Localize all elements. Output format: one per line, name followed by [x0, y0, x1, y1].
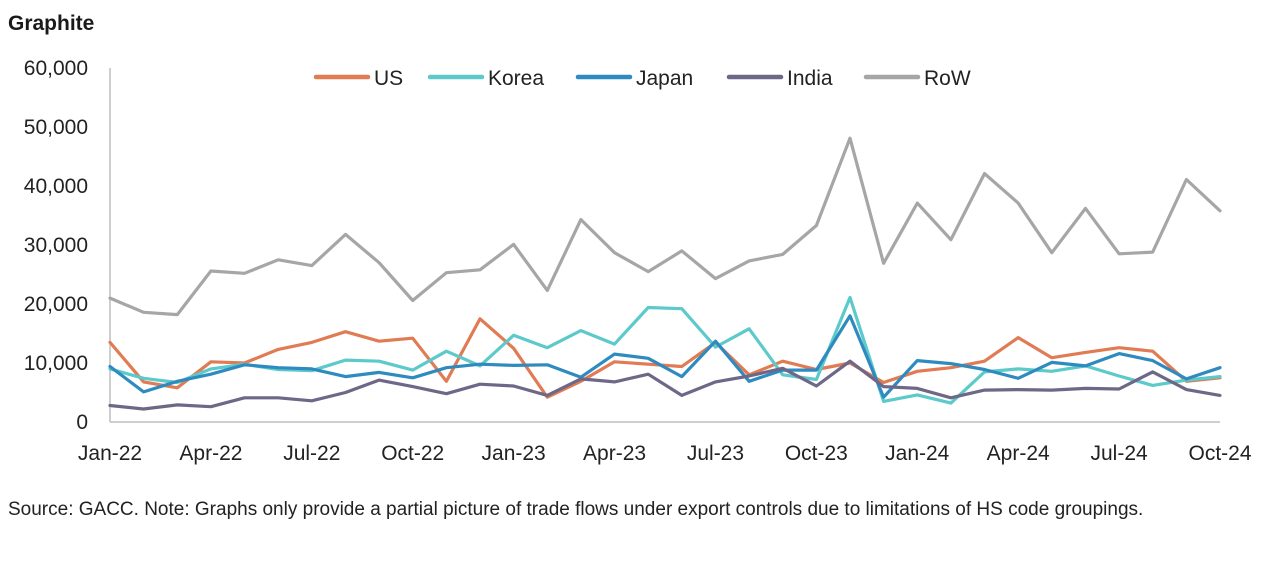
y-tick-label: 0	[76, 411, 88, 434]
source-note: Source: GACC. Note: Graphs only provide …	[8, 499, 1144, 520]
legend-label: India	[787, 67, 833, 90]
chart-title: Graphite	[8, 12, 95, 35]
x-tick-label: Jan-23	[482, 442, 546, 465]
x-tick-label: Apr-22	[179, 442, 242, 465]
x-axis: Jan-22 Apr-22 Jul-22 Oct-22 Jan-23 Apr-23 Jul-…	[78, 421, 1252, 465]
y-tick-label: 60,000	[24, 57, 88, 80]
y-tick-label: 50,000	[24, 116, 88, 139]
series-line-us	[108, 317, 1222, 399]
legend-label: Korea	[488, 67, 544, 90]
y-tick-label: 30,000	[24, 234, 88, 257]
legend: US Korea Japan India RoW	[313, 67, 971, 90]
y-axis: 0 10,000 20,000 30,000 40,000 50,000 60,000	[24, 57, 111, 434]
y-tick-label: 20,000	[24, 293, 88, 316]
y-tick-label: 40,000	[24, 175, 88, 198]
series-line-row	[108, 136, 1222, 317]
x-tick-label: Oct-24	[1188, 442, 1251, 465]
series-lines	[108, 136, 1222, 411]
x-tick-label: Oct-23	[785, 442, 848, 465]
legend-item-japan: Japan	[575, 67, 693, 90]
x-tick-label: Jul-23	[687, 442, 744, 465]
legend-item-row: RoW	[863, 67, 971, 90]
x-tick-label: Jan-24	[885, 442, 950, 465]
legend-item-india: India	[726, 67, 833, 90]
legend-item-us: US	[313, 67, 403, 90]
x-tick-label: Oct-22	[381, 442, 444, 465]
x-tick-label: Jan-22	[78, 442, 142, 465]
legend-label: US	[374, 67, 403, 90]
x-tick-label: Apr-23	[583, 442, 646, 465]
y-tick-label: 10,000	[24, 352, 88, 375]
series-line-japan	[108, 314, 1222, 399]
x-tick-label: Apr-24	[987, 442, 1050, 465]
series-line-india	[108, 359, 1222, 411]
legend-label: RoW	[924, 67, 971, 90]
x-tick-label: Jul-24	[1090, 442, 1148, 465]
legend-label: Japan	[636, 67, 693, 90]
x-tick-label: Jul-22	[283, 442, 340, 465]
legend-item-korea: Korea	[427, 67, 544, 90]
line-chart: 0 10,000 20,000 30,000 40,000 50,000 60,000 Ja…	[24, 57, 1252, 465]
